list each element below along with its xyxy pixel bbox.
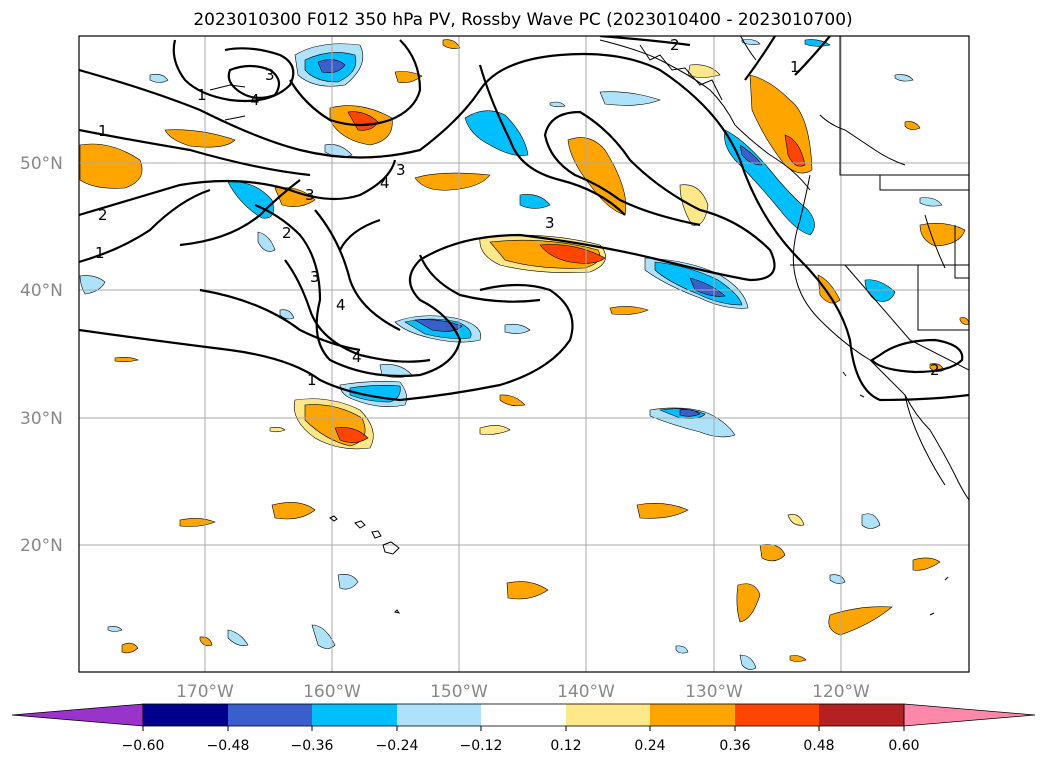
colorbar-extend-low (11, 703, 144, 727)
colorbar-tick-label: −0.60 (122, 738, 165, 754)
lat-label: 40°N (20, 281, 63, 301)
lon-label: 150°W (430, 682, 488, 702)
contour-label-2: 2 (98, 206, 108, 224)
contour-label-1: 1 (95, 244, 105, 262)
colorbar: −0.60 −0.48 −0.36 −0.24 −0.12 0.12 0.24 … (11, 703, 1036, 754)
graticule (79, 36, 969, 672)
colorbar-tick-label: 0.60 (888, 738, 919, 754)
lat-label: 30°N (20, 409, 63, 429)
lon-label: 120°W (812, 682, 870, 702)
map-frame (78, 35, 970, 673)
figure-title: 2023010300 F012 350 hPa PV, Rossby Wave … (193, 10, 852, 30)
colorbar-swatch (312, 704, 397, 726)
colorbar-swatch (735, 704, 819, 726)
lon-label: 160°W (303, 682, 361, 702)
islands (209, 84, 949, 616)
contour-label-1: 1 (197, 86, 207, 104)
contour-labels: 1 1 1 1 1 2 2 2 2 3 3 3 3 3 4 4 4 4 (95, 36, 940, 389)
contour-label-1: 1 (307, 371, 317, 389)
colorbar-swatch (566, 704, 650, 726)
contour-label-3: 3 (396, 161, 406, 179)
colorbar-swatch (143, 704, 228, 726)
contour-label-3: 3 (305, 186, 315, 204)
contour-label-4: 4 (352, 348, 362, 366)
map-content: 1 1 1 1 1 2 2 2 2 3 3 3 3 3 4 4 4 4 (79, 36, 969, 672)
lon-label: 140°W (557, 682, 615, 702)
contour-label-4: 4 (336, 296, 346, 314)
coastlines (599, 36, 969, 501)
contour-label-2: 2 (670, 36, 680, 54)
colorbar-outline (142, 703, 905, 727)
longitude-labels: 170°W 160°W 150°W 140°W 130°W 120°W (176, 682, 870, 702)
colorbar-tick-label: 0.12 (550, 738, 581, 754)
lon-label: 170°W (176, 682, 234, 702)
contour-label-2: 2 (282, 224, 292, 242)
colorbar-swatch (228, 704, 312, 726)
colorbar-tick-label: 0.24 (634, 738, 665, 754)
lat-label: 50°N (20, 154, 63, 174)
colorbar-swatch (819, 704, 904, 726)
colorbar-tick-label: −0.48 (207, 738, 250, 754)
colorbar-swatch (650, 704, 735, 726)
pv-contours (79, 36, 969, 402)
contour-label-2: 2 (930, 361, 940, 379)
contour-label-3: 3 (310, 268, 320, 286)
contour-label-3: 3 (545, 214, 555, 232)
lat-label: 20°N (20, 536, 63, 556)
colorbar-tick-label: 0.36 (719, 738, 750, 754)
contour-label-3: 3 (265, 66, 275, 84)
colorbar-extend-high (903, 703, 1036, 727)
contour-label-4: 4 (250, 91, 260, 109)
contour-label-4: 4 (380, 174, 390, 192)
colorbar-swatch (481, 704, 566, 726)
colorbar-swatch (397, 704, 481, 726)
colorbar-tick-label: −0.24 (376, 738, 419, 754)
colorbar-tick-label: −0.12 (460, 738, 503, 754)
contour-label-1: 1 (790, 58, 800, 76)
colorbar-tick-label: −0.36 (291, 738, 334, 754)
contour-label-1: 1 (98, 122, 108, 140)
lon-label: 130°W (685, 682, 743, 702)
pv-anomaly-shading (79, 39, 969, 670)
colorbar-tick-label: 0.48 (803, 738, 834, 754)
latitude-labels: 50°N 40°N 30°N 20°N (20, 154, 63, 556)
